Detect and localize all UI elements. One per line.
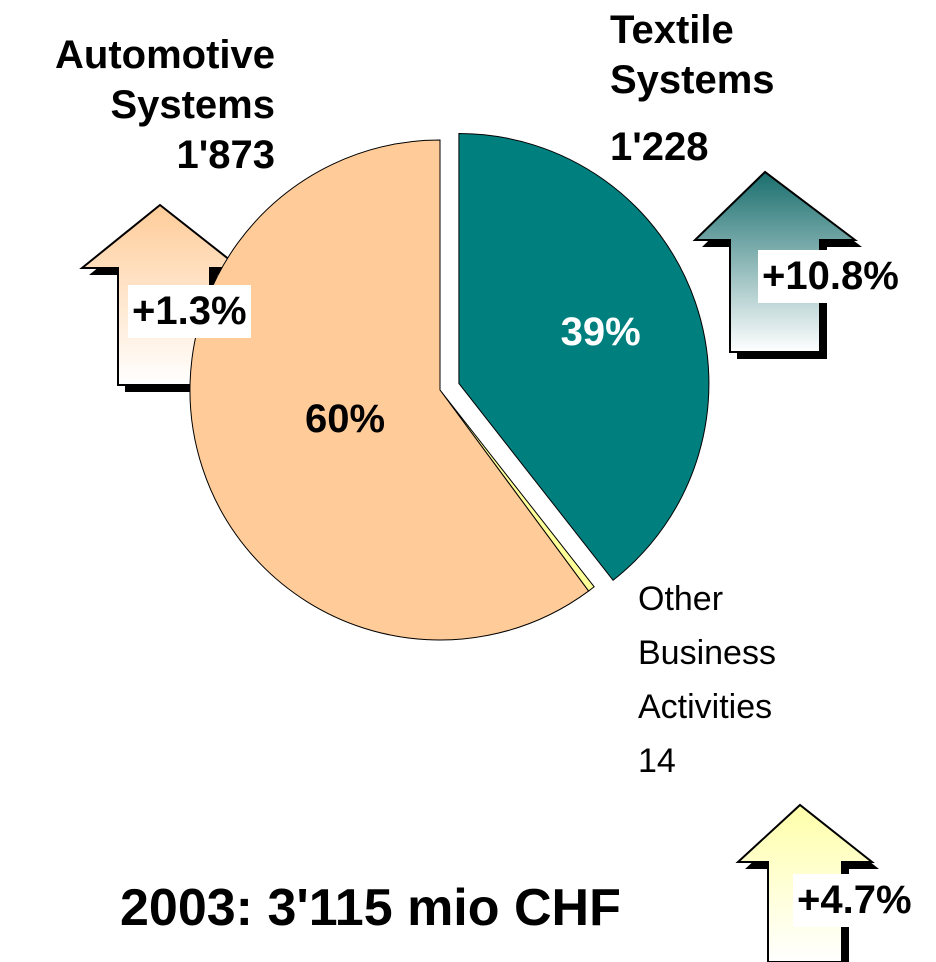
slice-value: 1'873 bbox=[176, 133, 276, 177]
percentage-label: 39% bbox=[561, 310, 641, 354]
slice-name: Other Business Activities bbox=[638, 580, 776, 726]
growth-label: +4.7% bbox=[793, 874, 916, 927]
growth-label: +10.8% bbox=[758, 250, 903, 303]
slice-name: Textile Systems bbox=[610, 8, 775, 102]
slice-name: Automotive Systems bbox=[55, 33, 275, 127]
percentage-label: 60% bbox=[305, 397, 385, 441]
pie-slice bbox=[189, 139, 590, 641]
pie-slice bbox=[458, 132, 710, 581]
growth-label: +1.3% bbox=[128, 285, 251, 338]
slice-value: 14 bbox=[638, 742, 676, 780]
chart-title: 2003: 3'115 mio CHF bbox=[120, 879, 621, 937]
pie: 39% 60% bbox=[189, 132, 710, 641]
slice-value: 1'228 bbox=[610, 125, 709, 169]
